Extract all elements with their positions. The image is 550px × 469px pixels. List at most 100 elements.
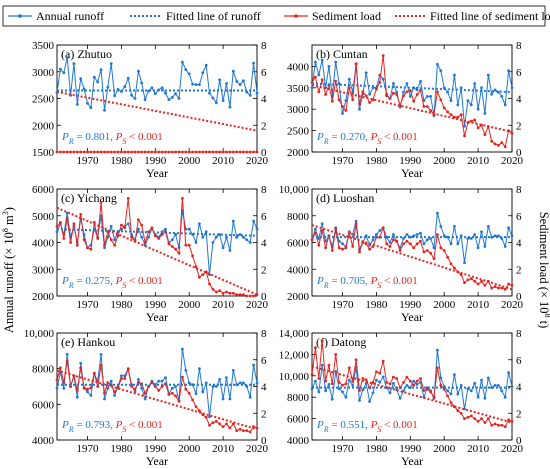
sediment-point xyxy=(211,287,215,291)
sediment-point xyxy=(238,150,242,154)
sediment-point xyxy=(378,371,382,375)
runoff-point xyxy=(204,381,208,385)
sediment-point xyxy=(483,133,487,137)
runoff-point xyxy=(137,378,140,381)
x-tick-label: 2000 xyxy=(178,155,201,167)
sediment-point xyxy=(368,247,371,251)
runoff-point xyxy=(493,384,497,387)
runoff-point xyxy=(337,82,341,85)
y-left-tick-label: 6000 xyxy=(32,184,55,196)
runoff-point xyxy=(490,92,494,96)
runoff-point xyxy=(439,376,443,380)
y-right-tick-label: 0 xyxy=(261,147,267,159)
sediment-point xyxy=(351,245,355,248)
p-value-part: S xyxy=(377,137,381,146)
sediment-point xyxy=(130,150,134,154)
sediment-point xyxy=(463,281,466,284)
runoff-point xyxy=(480,378,483,382)
sediment-point xyxy=(187,391,191,395)
runoff-point xyxy=(89,394,93,397)
runoff-point xyxy=(214,385,218,388)
sediment-point xyxy=(164,150,167,154)
x-tick-label: 1970 xyxy=(77,443,100,455)
sediment-point xyxy=(225,150,228,154)
runoff-point xyxy=(201,390,205,394)
runoff-point xyxy=(449,392,453,396)
runoff-line xyxy=(311,59,513,127)
runoff-point xyxy=(507,371,510,374)
y-right-tick-label: 4 xyxy=(516,238,522,250)
y-left-tick-label: 12,000 xyxy=(279,349,310,361)
sediment-point xyxy=(358,250,361,254)
p-value-part: R xyxy=(68,137,74,146)
x-tick-label: 2020 xyxy=(246,155,269,167)
runoff-point xyxy=(425,238,429,242)
x-tick-label: 1980 xyxy=(110,155,133,167)
runoff-point xyxy=(436,348,439,352)
runoff-point xyxy=(341,390,344,394)
runoff-point xyxy=(106,85,110,89)
runoff-point xyxy=(242,79,245,83)
sediment-point xyxy=(157,150,161,154)
panel-title: (d) Luoshan xyxy=(316,191,374,205)
p-value-part: P xyxy=(115,131,123,143)
sediment-point xyxy=(133,387,137,391)
sediment-point xyxy=(75,243,79,247)
sediment-point xyxy=(225,290,228,294)
sediment-point xyxy=(86,150,89,154)
runoff-point xyxy=(466,99,470,102)
runoff-point xyxy=(218,233,222,236)
sediment-point xyxy=(191,254,195,258)
p-value-part: S xyxy=(377,281,381,290)
runoff-point xyxy=(381,375,385,379)
x-tick-label: 1990 xyxy=(399,155,422,167)
sediment-point xyxy=(137,218,140,222)
sediment-point xyxy=(238,427,242,431)
sediment-point xyxy=(310,373,314,376)
y-right-tick-label: 8 xyxy=(516,184,522,196)
sediment-point xyxy=(170,150,174,154)
x-tick-label: 1980 xyxy=(365,155,388,167)
sediment-fit-line xyxy=(56,90,258,132)
panel-title: (f) Datong xyxy=(316,335,366,349)
runoff-point xyxy=(228,249,232,252)
x-axis-label: Year xyxy=(146,454,168,468)
runoff-point xyxy=(75,395,79,399)
sediment-point xyxy=(238,293,242,297)
sediment-point xyxy=(160,385,164,388)
runoff-point xyxy=(493,88,497,92)
x-tick-label: 2010 xyxy=(212,443,235,455)
y-right-tick-label: 2 xyxy=(516,408,522,420)
p-value-part: < 0.001 xyxy=(126,275,162,287)
runoff-point xyxy=(364,71,368,75)
runoff-point xyxy=(211,241,215,244)
sediment-point xyxy=(510,283,514,287)
sediment-point xyxy=(214,290,218,294)
sediment-point xyxy=(317,90,321,94)
runoff-fit-line xyxy=(311,82,513,94)
x-tick-label: 1990 xyxy=(144,299,167,311)
runoff-point xyxy=(398,396,402,400)
runoff-point xyxy=(238,381,242,385)
sediment-point xyxy=(184,243,188,247)
sediment-point xyxy=(86,387,89,391)
sediment-point xyxy=(65,217,69,220)
p-value-part: R xyxy=(68,281,74,290)
sediment-point xyxy=(194,265,198,268)
sediment-point xyxy=(388,382,392,386)
sediment-point xyxy=(405,239,409,243)
sediment-point xyxy=(480,417,483,420)
sediment-point xyxy=(364,378,368,382)
sediment-point xyxy=(208,282,211,286)
sediment-point xyxy=(463,417,466,420)
legend-sediment-marker xyxy=(294,14,298,18)
runoff-point xyxy=(486,73,490,77)
runoff-point xyxy=(415,233,419,236)
sediment-point xyxy=(204,150,208,154)
runoff-point xyxy=(415,383,419,386)
runoff-point xyxy=(497,384,500,387)
sediment-point xyxy=(341,383,344,387)
runoff-point xyxy=(204,230,208,234)
sediment-point xyxy=(255,150,259,154)
runoff-point xyxy=(194,392,198,395)
